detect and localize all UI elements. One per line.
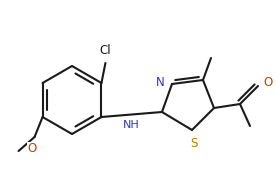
Text: O: O (263, 76, 272, 89)
Text: O: O (27, 142, 36, 155)
Text: S: S (190, 137, 198, 150)
Text: N: N (156, 75, 165, 89)
Text: Cl: Cl (100, 44, 111, 57)
Text: NH: NH (123, 121, 140, 131)
